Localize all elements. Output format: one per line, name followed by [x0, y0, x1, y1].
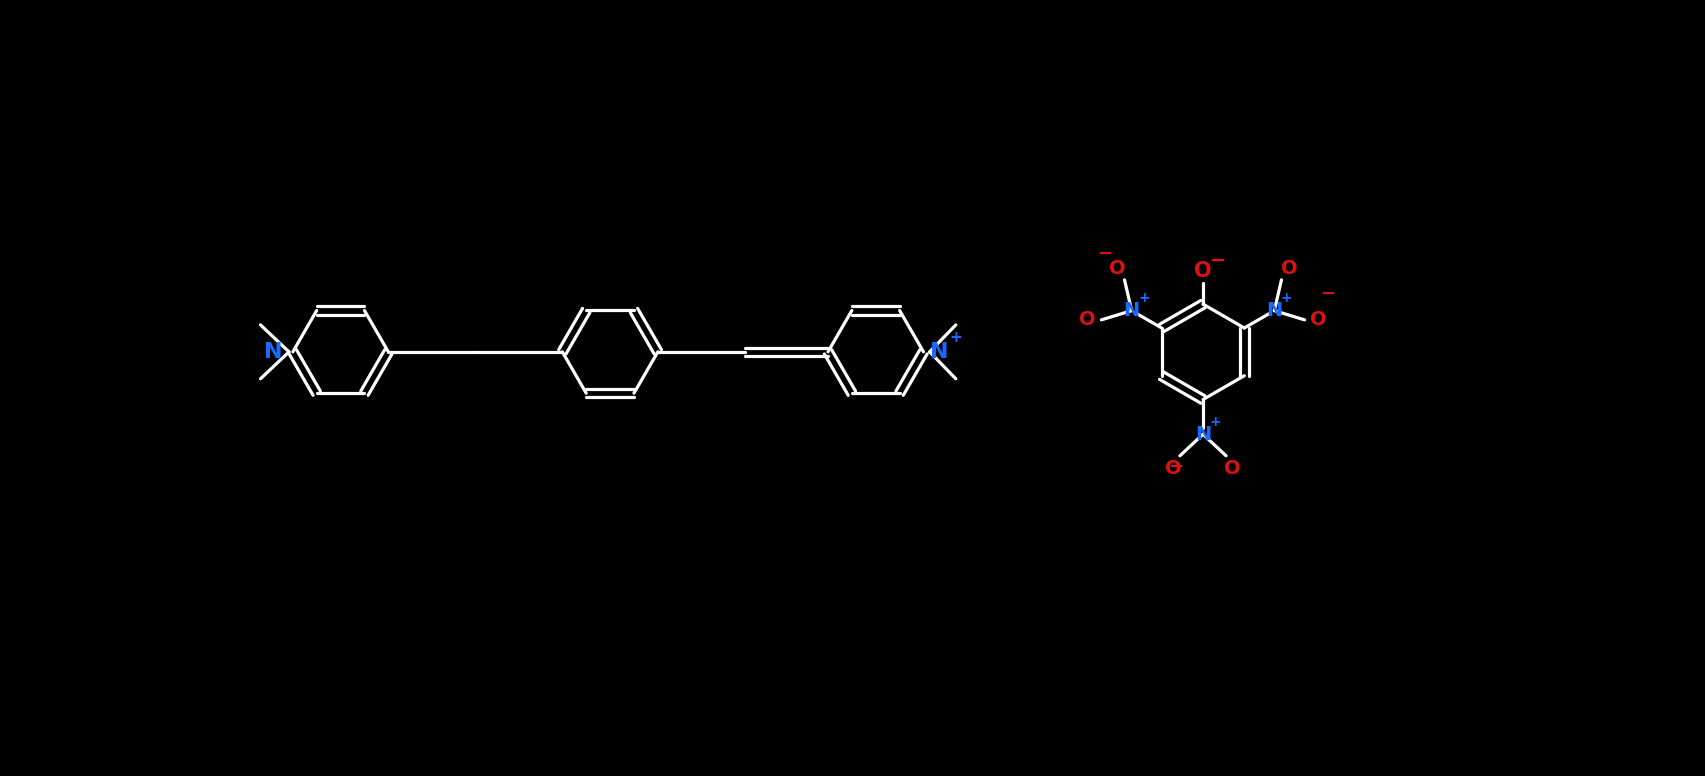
Text: O: O: [1280, 259, 1298, 278]
Text: N: N: [264, 342, 281, 362]
Text: +: +: [1139, 291, 1149, 305]
Text: N: N: [929, 342, 948, 362]
Text: −: −: [1098, 244, 1113, 263]
Text: N: N: [1124, 301, 1139, 320]
Text: O: O: [1194, 261, 1212, 281]
Text: O: O: [1079, 310, 1096, 328]
Text: N: N: [1195, 424, 1211, 444]
Text: O: O: [1108, 259, 1125, 278]
Text: −: −: [1211, 251, 1226, 270]
Text: O: O: [1166, 459, 1182, 477]
Text: O: O: [1224, 459, 1241, 477]
Text: −: −: [1320, 285, 1335, 303]
Text: +: +: [1209, 415, 1221, 429]
Text: O: O: [1309, 310, 1326, 328]
Text: +: +: [950, 331, 962, 345]
Text: N: N: [1267, 301, 1282, 320]
Text: +: +: [1280, 291, 1292, 305]
Text: −: −: [1168, 458, 1183, 476]
